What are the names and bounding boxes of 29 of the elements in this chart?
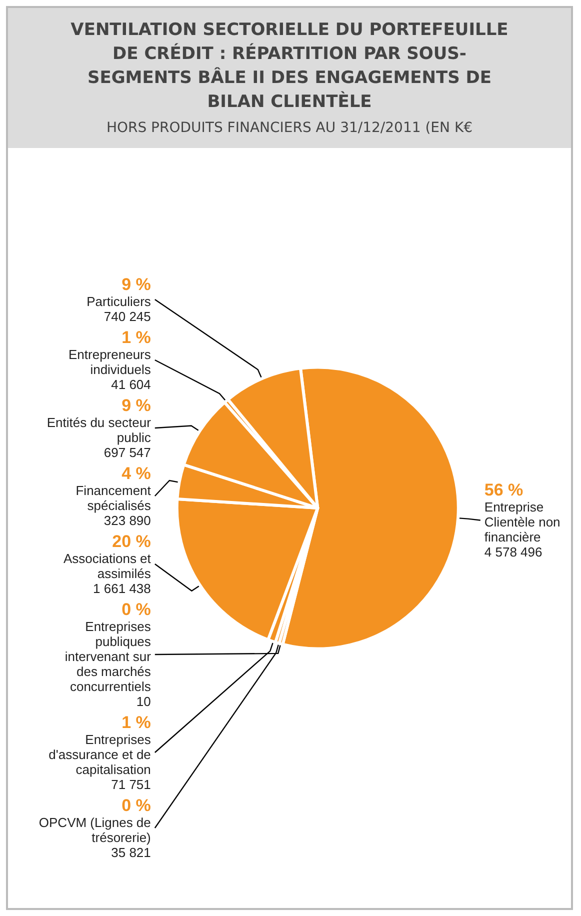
- text: 1 %: [122, 713, 151, 732]
- data-label: 71 751: [111, 777, 151, 792]
- data-label: 740 245: [104, 309, 151, 324]
- text: 9 %: [122, 275, 151, 294]
- data-label: 10: [136, 694, 151, 709]
- slice-label: Entreprises d'assurance et de capitalisation: [48, 732, 152, 777]
- data-label: 4 578 496: [484, 544, 542, 560]
- slice-label: Particuliers: [86, 294, 152, 309]
- text: 0 %: [122, 796, 151, 815]
- slice-label: Associations et assimilés: [63, 551, 152, 581]
- data-label: 1 661 438: [93, 581, 151, 596]
- text: 20 %: [112, 532, 151, 551]
- slice-label: Entreprises publiques intervenant sur des marchés concurrentiels: [64, 619, 152, 694]
- chart-subtitle: HORS PRODUITS FINANCIERS AU 31/12/2011 (EN K€: [105, 120, 474, 136]
- data-label: 35 821: [111, 845, 151, 860]
- slice-label: OPCVM (Lignes de trésorerie): [38, 815, 151, 845]
- slice-label: Entrepreneurs individuels: [68, 347, 152, 377]
- slice-label: Entités du secteur public: [46, 415, 152, 445]
- data-label: 41 604: [111, 377, 151, 392]
- slice-label: Financement spécialisés: [76, 483, 152, 513]
- data-label: 323 890: [104, 513, 151, 528]
- text: 4 %: [122, 464, 151, 483]
- chart-title: VENTILATION SECTORIELLE DU PORTEFEUILLE DE CRÉDIT : RÉPARTITION PAR SOUS-SEGMENTS BÂLE II DES ENGAGEMENTS DE BILAN CLIENTÈLE: [70, 19, 510, 114]
- slice-label: Entreprise Clientèle non financière: [484, 500, 560, 545]
- text: 9 %: [122, 396, 151, 415]
- text: 0 %: [122, 600, 151, 619]
- data-label: 697 547: [104, 445, 151, 460]
- text: 1 %: [122, 328, 151, 347]
- text: 56 %: [484, 480, 524, 500]
